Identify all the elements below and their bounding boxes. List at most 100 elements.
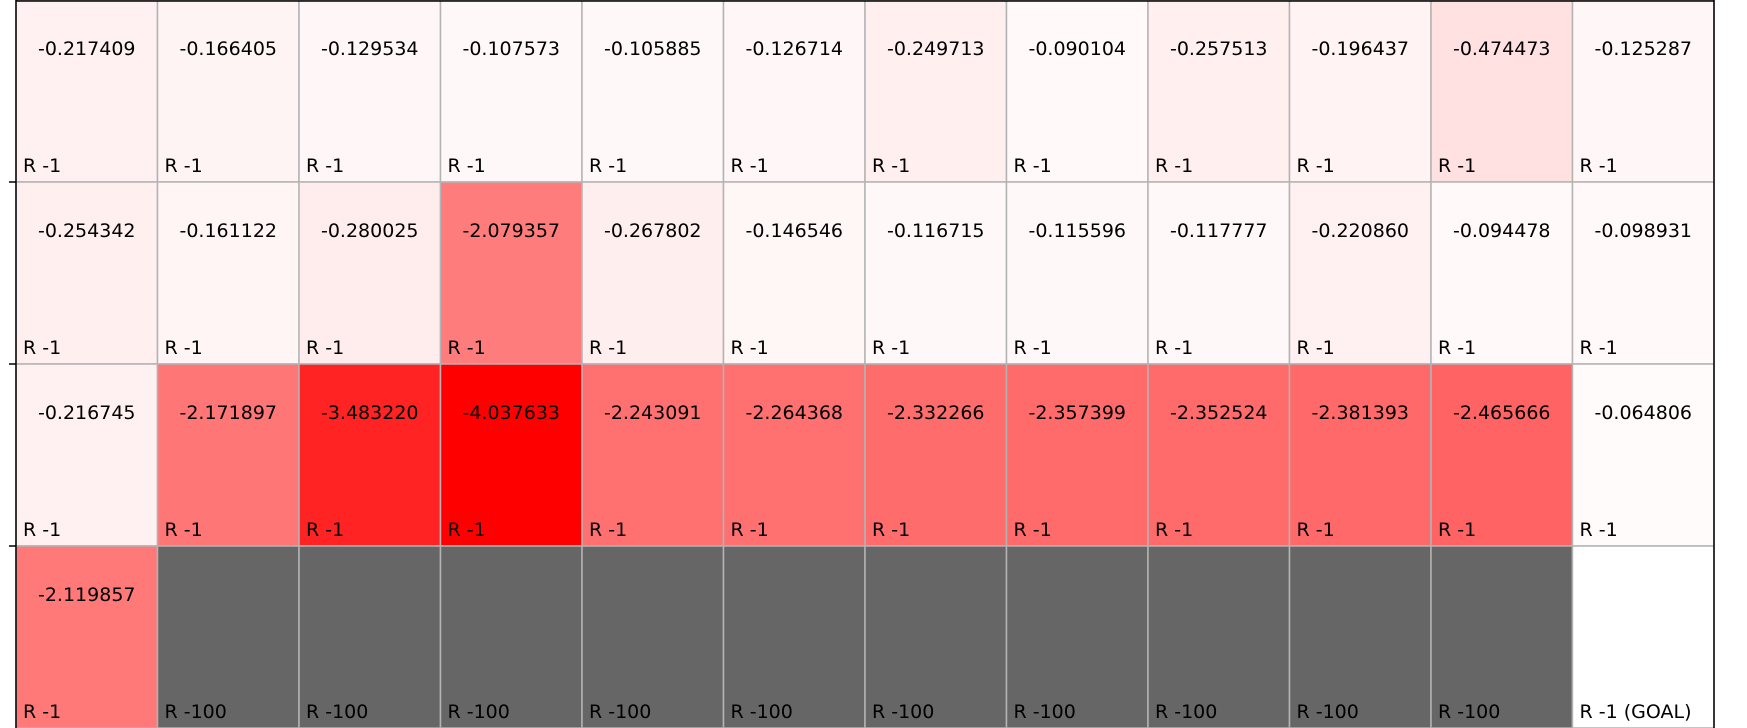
grid-cell: -2.079357 R -1 xyxy=(439,181,583,365)
cell-bg xyxy=(1147,0,1291,183)
cell-bg xyxy=(439,181,583,365)
state-value: -0.098931 xyxy=(1594,220,1692,242)
state-value: -0.146546 xyxy=(745,220,843,242)
reward-label: R -1 xyxy=(872,337,910,359)
grid-cell: -3.483220 R -1 xyxy=(298,363,442,547)
state-value: -2.264368 xyxy=(745,402,843,424)
reward-label: R -1 xyxy=(1580,519,1618,541)
cell-bg xyxy=(15,545,159,728)
state-value: -2.332266 xyxy=(887,402,985,424)
cell-bg xyxy=(439,363,583,547)
grid-cell: -0.125287 R -1 xyxy=(1571,0,1715,183)
grid-cell: R -100 xyxy=(581,545,725,728)
reward-label: R -1 xyxy=(165,519,203,541)
state-value: -0.267802 xyxy=(604,220,702,242)
grid-cell: -0.249713 R -1 xyxy=(864,0,1008,183)
reward-label: R -1 xyxy=(1014,337,1052,359)
grid-cell: -0.161122 R -1 xyxy=(156,181,300,365)
cell-bg xyxy=(722,363,866,547)
reward-label: R -1 xyxy=(589,155,627,177)
state-value: -0.216745 xyxy=(38,402,136,424)
cliff-cell-bg xyxy=(864,545,1008,728)
grid-cell: -0.098931 R -1 xyxy=(1571,181,1715,365)
grid-cell: -2.264368 R -1 xyxy=(722,363,866,547)
grid-cell: -2.119857 R -1 xyxy=(15,545,159,728)
state-value: -0.126714 xyxy=(745,38,843,60)
grid-cell: -0.116715 R -1 xyxy=(864,181,1008,365)
cell-bg xyxy=(156,363,300,547)
reward-label: R -1 xyxy=(589,519,627,541)
reward-label: R -100 xyxy=(1297,701,1359,723)
reward-label: R -1 xyxy=(23,155,61,177)
reward-label: R -1 xyxy=(1580,337,1618,359)
grid-cell: -0.105885 R -1 xyxy=(581,0,725,183)
grid-cell: -4.037633 R -1 xyxy=(439,363,583,547)
state-value: -0.249713 xyxy=(887,38,985,60)
reward-label: R -100 xyxy=(165,701,227,723)
state-value: -3.483220 xyxy=(321,402,419,424)
reward-label: R -1 xyxy=(731,155,769,177)
state-value: -0.196437 xyxy=(1311,38,1409,60)
state-value: -0.115596 xyxy=(1028,220,1126,242)
reward-label: R -1 (GOAL) xyxy=(1580,701,1692,723)
cliff-cell-bg xyxy=(156,545,300,728)
cell-bg xyxy=(1571,0,1715,183)
cell-bg xyxy=(864,0,1008,183)
grid-cell: -0.107573 R -1 xyxy=(439,0,583,183)
cell-bg xyxy=(1571,181,1715,365)
state-value: -0.257513 xyxy=(1170,38,1268,60)
reward-label: R -1 xyxy=(1438,337,1476,359)
state-value: -2.465666 xyxy=(1453,402,1551,424)
state-value: -0.280025 xyxy=(321,220,419,242)
state-value: -2.079357 xyxy=(462,220,560,242)
grid-frame xyxy=(15,0,1715,728)
reward-label: R -1 xyxy=(1438,155,1476,177)
grid-cell: -0.280025 R -1 xyxy=(298,181,442,365)
cell-bg xyxy=(15,181,159,365)
reward-label: R -1 xyxy=(1438,519,1476,541)
reward-label: R -1 xyxy=(1580,155,1618,177)
grid-cell: R -1 (GOAL) xyxy=(1571,545,1715,728)
grid-cell: -2.243091 R -1 xyxy=(581,363,725,547)
cell-bg xyxy=(581,363,725,547)
reward-label: R -1 xyxy=(306,337,344,359)
grid-cell: R -100 xyxy=(156,545,300,728)
state-value: -0.474473 xyxy=(1453,38,1551,60)
grid-cell: -2.381393 R -1 xyxy=(1288,363,1432,547)
state-value: -0.161122 xyxy=(179,220,277,242)
grid-cell: -0.094478 R -1 xyxy=(1430,181,1574,365)
grid-cell: -0.196437 R -1 xyxy=(1288,0,1432,183)
grid-cell: R -100 xyxy=(1005,545,1149,728)
reward-label: R -1 xyxy=(1155,155,1193,177)
grid-cell: -0.117777 R -1 xyxy=(1147,181,1291,365)
grid-cell: -0.126714 R -1 xyxy=(722,0,866,183)
reward-label: R -100 xyxy=(872,701,934,723)
reward-label: R -1 xyxy=(448,337,486,359)
reward-label: R -1 xyxy=(165,155,203,177)
state-value: -0.217409 xyxy=(38,38,136,60)
cell-bg xyxy=(1005,181,1149,365)
state-value: -0.090104 xyxy=(1028,38,1126,60)
grid-cell: -2.332266 R -1 xyxy=(864,363,1008,547)
reward-label: R -1 xyxy=(23,337,61,359)
reward-label: R -1 xyxy=(306,519,344,541)
state-value: -0.105885 xyxy=(604,38,702,60)
reward-label: R -100 xyxy=(306,701,368,723)
cell-bg xyxy=(298,363,442,547)
state-value: -2.352524 xyxy=(1170,402,1268,424)
grid-cell: -0.129534 R -1 xyxy=(298,0,442,183)
grid-cell: -0.267802 R -1 xyxy=(581,181,725,365)
reward-label: R -100 xyxy=(1438,701,1500,723)
cell-bg xyxy=(864,181,1008,365)
reward-label: R -1 xyxy=(448,519,486,541)
cell-bg xyxy=(1005,0,1149,183)
reward-label: R -1 xyxy=(1297,337,1335,359)
grid-cell: -0.146546 R -1 xyxy=(722,181,866,365)
reward-label: R -100 xyxy=(589,701,651,723)
state-value: -2.381393 xyxy=(1311,402,1409,424)
grid-cell: -0.474473 R -1 xyxy=(1430,0,1574,183)
reward-label: R -1 xyxy=(1155,337,1193,359)
reward-label: R -100 xyxy=(731,701,793,723)
cliff-cell-bg xyxy=(1005,545,1149,728)
